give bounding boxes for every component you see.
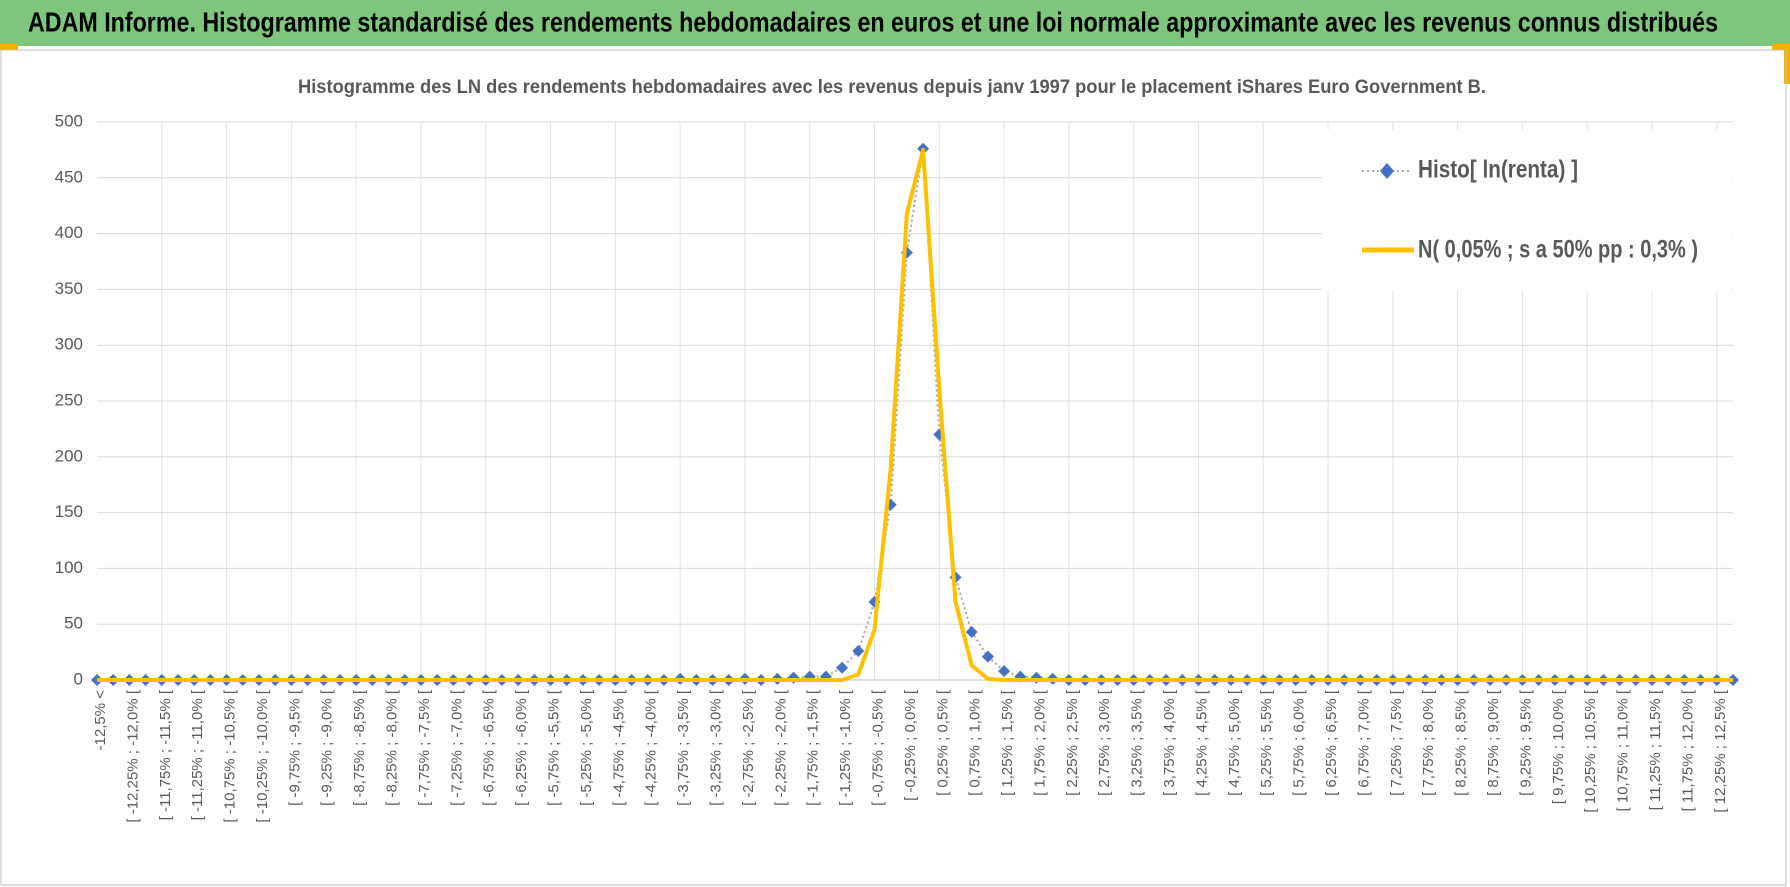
x-tick-label: -12,5% < [92, 690, 109, 751]
x-tick-label: [ -0,25% ; 0,0% [ [902, 689, 919, 801]
x-tick-label: [ 2,25% ; 2,5% [ [1064, 689, 1081, 796]
x-tick-label: [ -5,25% ; -5,0% [ [578, 689, 595, 806]
y-tick-label: 0 [74, 669, 83, 688]
x-tick-label: [ 6,25% ; 6,5% [ [1323, 689, 1340, 796]
x-tick-label: [ 7,75% ; 8,0% [ [1420, 689, 1437, 796]
y-tick-label: 150 [55, 502, 83, 521]
x-tick-label: [ -11,25% ; -11,0% [ [189, 689, 206, 820]
x-tick-label: [ 0,75% ; 1,0% [ [967, 689, 984, 796]
y-tick-label: 500 [55, 111, 83, 130]
x-tick-label: [ -4,25% ; -4,0% [ [643, 689, 660, 806]
x-tick-label: [ 10,25% ; 10,5% [ [1582, 689, 1599, 812]
x-tick-label: [ 1,25% ; 1,5% [ [999, 689, 1016, 796]
y-tick-label: 100 [55, 558, 83, 577]
x-tick-label: [ -2,25% ; -2,0% [ [772, 689, 789, 806]
x-tick-label: [ -0,75% ; -0,5% [ [869, 689, 886, 806]
chart-title: Histogramme des LN des rendements hebdom… [298, 77, 1486, 98]
x-tick-label: [ 6,75% ; 7,0% [ [1355, 689, 1372, 796]
x-tick-label: [ -11,75% ; -11,5% [ [157, 689, 174, 820]
y-tick-label: 300 [55, 335, 83, 354]
x-tick-label: [ 3,25% ; 3,5% [ [1129, 689, 1146, 796]
x-tick-label: [ 4,25% ; 4,5% [ [1193, 689, 1210, 796]
x-tick-label: [ -1,75% ; -1,5% [ [805, 689, 822, 806]
x-tick-label: [ -10,25% ; -10,0% [ [254, 689, 271, 822]
x-tick-label: [ 11,25% ; 11,5% [ [1647, 689, 1664, 810]
x-tick-label: [ 9,25% ; 9,5% [ [1517, 689, 1534, 796]
x-tick-label: [ -5,75% ; -5,5% [ [546, 689, 563, 806]
x-tick-label: [ -8,25% ; -8,0% [ [384, 689, 401, 806]
x-tick-label: [ -2,75% ; -2,5% [ [740, 689, 757, 806]
x-tick-label: [ 5,25% ; 5,5% [ [1258, 689, 1275, 796]
histogram-marker [965, 626, 978, 639]
x-tick-label: [ -1,25% ; -1,0% [ [837, 689, 854, 806]
y-tick-label: 50 [64, 614, 83, 633]
y-tick-label: 450 [55, 167, 83, 186]
corner [1784, 44, 1790, 84]
histogram-marker [852, 644, 865, 657]
x-tick-label: [ 9,75% ; 10,0% [ [1550, 689, 1567, 804]
x-tick-label: [ -6,75% ; -6,5% [ [481, 689, 498, 806]
x-tick-label: [ -8,75% ; -8,5% [ [351, 689, 368, 806]
normal-line [97, 147, 1733, 682]
corner [0, 44, 18, 50]
x-tick-label: [ -9,25% ; -9,0% [ [319, 689, 336, 806]
chart-frame [0, 49, 1787, 886]
x-tick-label: [ 8,75% ; 9,0% [ [1485, 689, 1502, 796]
x-tick-label: [ -10,75% ; -10,5% [ [222, 689, 239, 822]
legend-label: N( 0,05% ; s a 50% pp : 0,3% ) [1418, 236, 1698, 264]
x-tick-label: [ 7,25% ; 7,5% [ [1388, 689, 1405, 796]
y-tick-label: 200 [55, 446, 83, 465]
x-tick-label: [ 12,25% ; 12,5% [ [1712, 689, 1729, 812]
x-tick-label: [ 11,75% ; 12,0% [ [1679, 689, 1696, 811]
x-tick-label: [ -4,75% ; -4,5% [ [610, 689, 627, 806]
x-tick-label: [ 8,25% ; 8,5% [ [1453, 689, 1470, 796]
histogram-marker [836, 661, 849, 674]
x-tick-label: [ -3,75% ; -3,5% [ [675, 689, 692, 806]
page-title: ADAM Informe. Histogramme standardisé de… [28, 6, 1718, 37]
y-tick-label: 400 [55, 223, 83, 242]
x-tick-label: [ 0,25% ; 0,5% [ [934, 689, 951, 796]
legend-label: Histo[ ln(renta) ] [1418, 156, 1578, 184]
x-tick-label: [ 5,75% ; 6,0% [ [1291, 689, 1308, 796]
y-tick-label: 350 [55, 279, 83, 298]
histogram-line [97, 148, 1733, 682]
x-tick-label: [ -9,75% ; -9,5% [ [286, 689, 303, 806]
x-tick-label: [ -12,25% ; -12,0% [ [124, 689, 141, 822]
corner [1772, 44, 1790, 50]
x-tick-label: [ -7,75% ; -7,5% [ [416, 689, 433, 806]
x-tick-label: [ 10,75% ; 11,0% [ [1615, 689, 1632, 811]
x-tick-label: [ 3,75% ; 4,0% [ [1161, 689, 1178, 796]
x-tick-label: [ -7,25% ; -7,0% [ [448, 689, 465, 806]
legend-marker [1380, 163, 1394, 179]
histogram-marker [998, 665, 1011, 678]
x-tick-label: [ -6,25% ; -6,0% [ [513, 689, 530, 806]
y-tick-label: 250 [55, 390, 83, 409]
histogram-marker [981, 650, 994, 663]
legend-box [1322, 130, 1732, 290]
x-tick-label: [ 4,75% ; 5,0% [ [1226, 689, 1243, 796]
x-tick-label: [ -3,25% ; -3,0% [ [707, 689, 724, 806]
x-tick-label: [ 2,75% ; 3,0% [ [1096, 689, 1113, 796]
header-bar [0, 0, 1790, 46]
x-tick-label: [ 1,75% ; 2,0% [ [1031, 689, 1048, 796]
